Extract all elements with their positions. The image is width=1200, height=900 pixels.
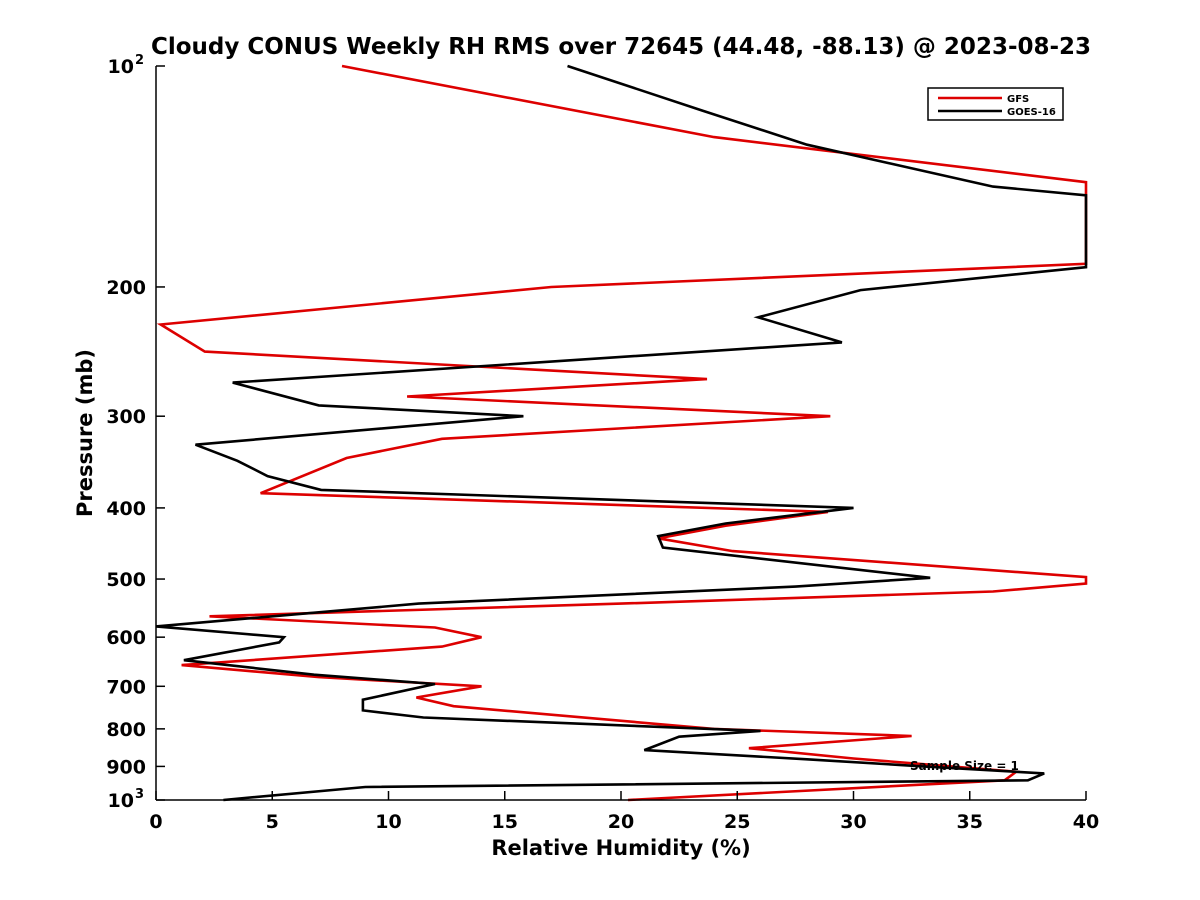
legend-label-gfs: GFS	[1007, 94, 1029, 105]
x-tick-label: 5	[266, 811, 279, 833]
y-tick-label: 500	[106, 569, 146, 591]
y-tick-label: 200	[106, 277, 146, 299]
x-tick-label: 20	[608, 811, 634, 833]
series-line-goes16	[155, 64, 1088, 802]
legend-label-goes16: GOES-16	[1007, 107, 1056, 118]
x-tick-label: 40	[1073, 811, 1099, 833]
y-tick-label: 400	[106, 498, 146, 520]
y-tick-label: 300	[106, 406, 146, 428]
y-tick-label: 700	[106, 676, 146, 698]
series-layer	[155, 64, 1088, 802]
x-tick-label: 35	[957, 811, 983, 833]
y-tick-label: 10	[108, 56, 134, 78]
chart-title: Cloudy CONUS Weekly RH RMS over 72645 (4…	[151, 34, 1091, 60]
y-tick-label: 800	[106, 719, 146, 741]
legend-box	[927, 87, 1064, 121]
x-tick-label: 30	[840, 811, 866, 833]
y-tick-exponent: 2	[135, 53, 144, 68]
y-tick-label: 600	[106, 627, 146, 649]
x-tick-label: 10	[375, 811, 401, 833]
x-tick-label: 25	[724, 811, 750, 833]
x-tick-label: 0	[149, 811, 162, 833]
y-tick-label: 900	[106, 756, 146, 778]
x-axis-label: Relative Humidity (%)	[491, 836, 750, 860]
y-tick-exponent: 3	[135, 787, 144, 802]
sample-size-annotation: Sample Size = 1	[910, 759, 1019, 773]
legend: GFS GOES-16	[927, 87, 1064, 121]
y-tick-label: 10	[108, 790, 134, 812]
x-tick-label: 15	[492, 811, 518, 833]
y-axis-label: Pressure (mb)	[73, 349, 97, 517]
